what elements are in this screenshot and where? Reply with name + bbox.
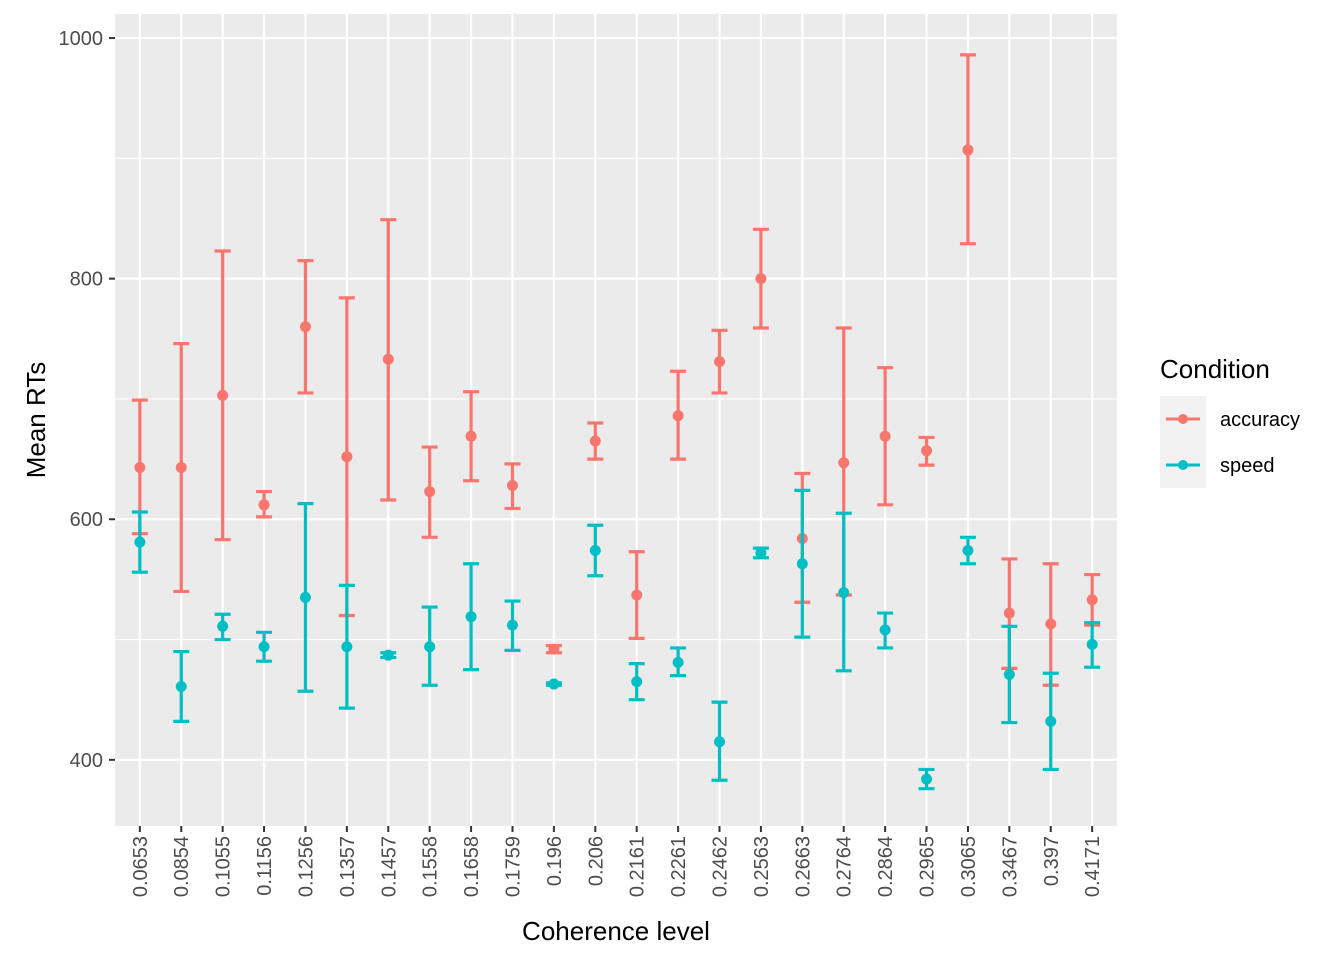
x-tick-label: 0.2663	[792, 836, 814, 897]
point-speed	[962, 545, 974, 557]
y-tick-label: 800	[70, 269, 103, 291]
x-tick-label: 0.2764	[834, 836, 856, 897]
legend-key-point-accuracy	[1178, 414, 1188, 424]
x-tick-label: 0.1357	[337, 836, 359, 897]
x-tick-label: 0.4171	[1082, 836, 1104, 897]
y-axis-title: Mean RTs	[21, 362, 51, 479]
point-speed	[1045, 715, 1057, 727]
point-speed	[714, 736, 726, 748]
point-accuracy	[465, 430, 477, 442]
point-accuracy	[921, 445, 933, 457]
y-tick-label: 400	[70, 750, 103, 772]
x-tick-label: 0.2161	[627, 836, 649, 897]
legend-label-speed: speed	[1220, 455, 1275, 477]
point-speed	[879, 624, 891, 636]
point-accuracy	[134, 462, 146, 474]
point-accuracy	[1086, 594, 1098, 606]
plot-panel	[115, 14, 1117, 826]
legend: Condition accuracy speed	[1160, 354, 1300, 488]
y-tick-label: 600	[70, 509, 103, 531]
point-speed	[465, 611, 477, 623]
point-accuracy	[631, 589, 643, 601]
x-tick-label: 0.2261	[668, 836, 690, 897]
legend-key-point-speed	[1178, 460, 1188, 470]
point-accuracy	[382, 353, 394, 365]
point-speed	[548, 678, 560, 690]
x-tick-label: 0.397	[1041, 836, 1063, 886]
x-tick-label: 0.2965	[917, 836, 939, 897]
y-axis: 400 600 800 1000	[59, 28, 115, 772]
error-bars	[131, 53, 1101, 791]
y-tick-label: 1000	[59, 28, 104, 50]
x-axis: 0.0653 0.0854 0.1055 0.1156 0.1256 0.1357 0.14…	[130, 826, 1104, 897]
point-speed	[424, 641, 436, 653]
point-speed	[134, 536, 146, 548]
point-speed	[217, 620, 229, 632]
x-axis-title: Coherence level	[522, 916, 710, 946]
point-speed	[589, 545, 601, 557]
point-speed	[921, 773, 933, 785]
point-accuracy	[838, 457, 850, 469]
legend-title: Condition	[1160, 354, 1270, 384]
point-speed	[175, 680, 187, 692]
x-tick-label: 0.3065	[958, 836, 980, 897]
x-tick-label: 0.1156	[254, 836, 276, 896]
x-tick-label: 0.196	[544, 836, 566, 886]
point-accuracy	[672, 410, 684, 422]
point-speed	[341, 641, 353, 653]
point-accuracy	[341, 451, 353, 463]
point-accuracy	[506, 480, 518, 492]
point-accuracy	[175, 462, 187, 474]
point-accuracy	[1003, 607, 1015, 619]
x-tick-label: 0.2864	[875, 836, 897, 897]
point-accuracy	[299, 321, 311, 333]
point-accuracy	[879, 430, 891, 442]
point-accuracy	[258, 499, 270, 511]
x-tick-label: 0.1457	[378, 836, 400, 897]
x-tick-label: 0.1256	[295, 836, 317, 897]
point-accuracy	[755, 273, 767, 285]
point-accuracy	[548, 643, 560, 655]
point-speed	[382, 649, 394, 661]
point-accuracy	[1045, 618, 1057, 630]
series-speed	[131, 488, 1101, 791]
point-accuracy	[589, 435, 601, 447]
point-speed	[796, 558, 808, 570]
point-accuracy	[217, 389, 229, 401]
x-tick-label: 0.3467	[999, 836, 1021, 897]
point-accuracy	[962, 144, 974, 156]
point-accuracy	[714, 356, 726, 368]
x-tick-label: 0.1658	[461, 836, 483, 897]
point-speed	[755, 547, 767, 559]
point-accuracy	[424, 486, 436, 498]
x-tick-label: 0.0854	[171, 836, 193, 897]
x-tick-label: 0.2462	[710, 836, 732, 897]
x-tick-label: 0.1558	[420, 836, 442, 897]
x-tick-label: 0.1055	[213, 836, 235, 897]
legend-label-accuracy: accuracy	[1220, 409, 1300, 431]
point-speed	[838, 587, 850, 599]
series-accuracy	[131, 53, 1101, 687]
x-tick-label: 0.2563	[751, 836, 773, 897]
x-tick-label: 0.0653	[130, 836, 152, 897]
x-tick-label: 0.206	[585, 836, 607, 886]
point-speed	[258, 641, 270, 653]
point-speed	[672, 656, 684, 668]
point-speed	[1003, 668, 1015, 680]
point-speed	[299, 591, 311, 603]
x-tick-label: 0.1759	[502, 836, 524, 897]
point-speed	[631, 676, 643, 688]
point-speed	[1086, 638, 1098, 650]
point-speed	[506, 619, 518, 631]
